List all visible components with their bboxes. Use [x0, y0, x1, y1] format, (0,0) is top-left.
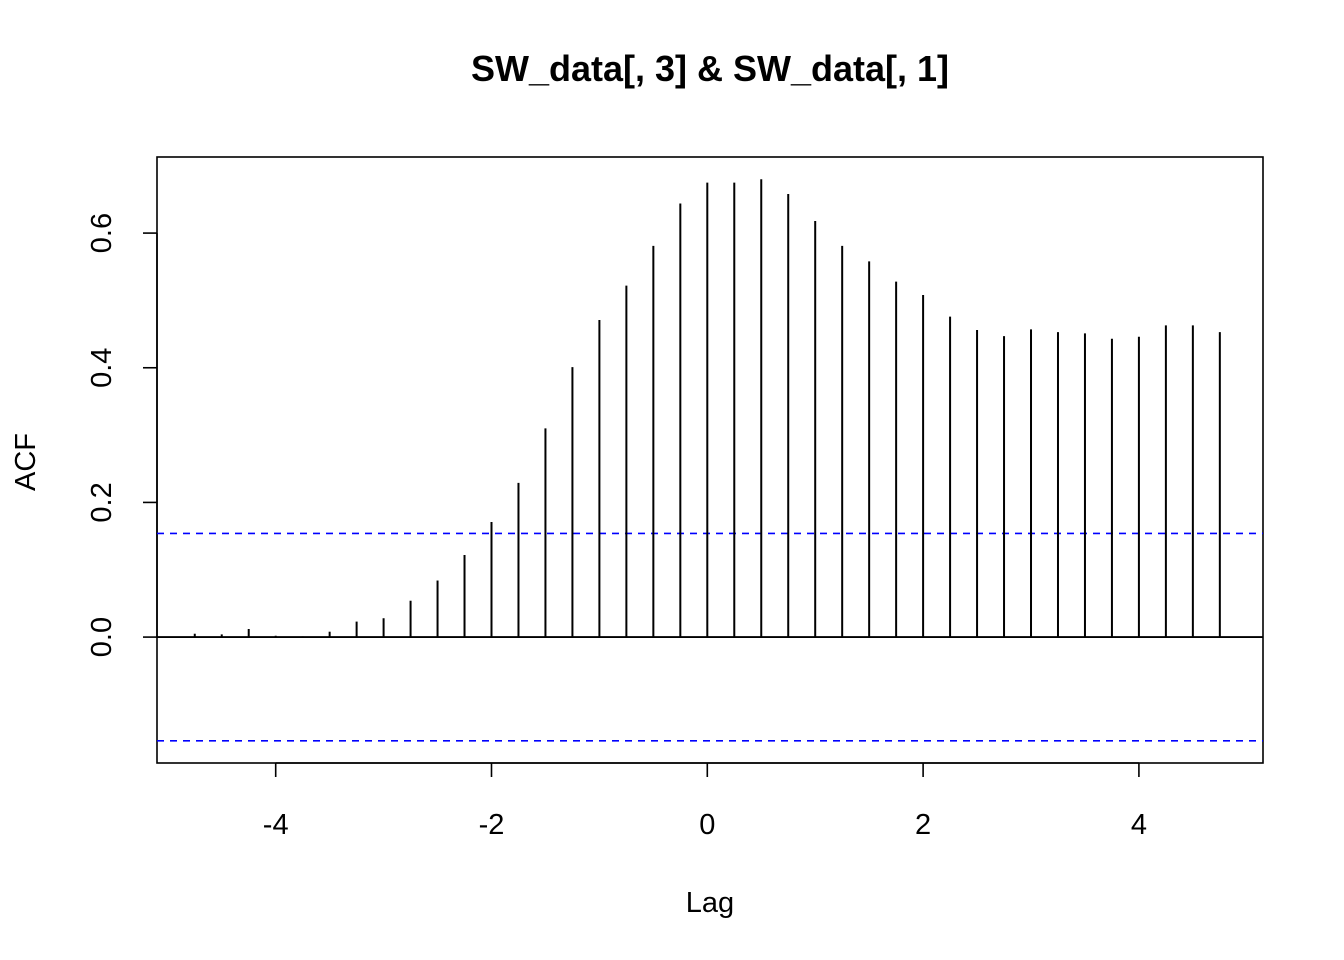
x-tick-label: -2 [479, 809, 505, 841]
y-axis-label: ACF [10, 433, 42, 491]
plot-frame [156, 156, 1264, 764]
y-tick-label: 0.2 [86, 482, 118, 522]
x-axis: -4 -2 0 2 4 [263, 762, 1147, 841]
chart-title: SW_data[, 3] & SW_data[, 1] [471, 48, 949, 89]
y-tick-label: 0.6 [86, 213, 118, 253]
x-tick-label: 0 [699, 809, 715, 841]
x-tick-label: -4 [263, 809, 289, 841]
y-axis: 0.0 0.2 0.4 0.6 [86, 213, 158, 657]
correlation-stems [193, 179, 1221, 638]
y-tick-label: 0.0 [86, 617, 118, 657]
confidence-bounds [157, 532, 1263, 742]
x-tick-label: 4 [1131, 809, 1147, 841]
y-tick-label: 0.4 [86, 348, 118, 388]
x-axis-label: Lag [686, 887, 734, 919]
x-tick-label: 2 [915, 809, 931, 841]
